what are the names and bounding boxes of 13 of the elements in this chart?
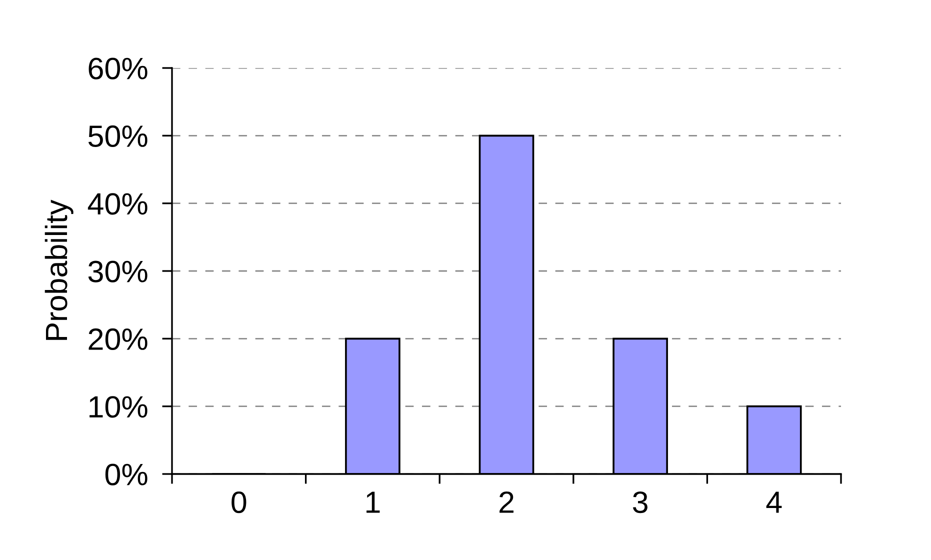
y-tick-label: 50% <box>88 125 148 148</box>
x-tick-label: 4 <box>766 492 782 513</box>
y-tick-label: 20% <box>88 328 148 350</box>
y-tick-label: 10% <box>90 396 148 418</box>
y-tick-label: 60% <box>88 58 148 80</box>
y-tick-label: 40% <box>88 193 148 215</box>
y-tick-label: 30% <box>88 260 148 282</box>
x-tick-label: 0 <box>232 491 246 514</box>
x-tick-label: 1 <box>366 492 380 513</box>
y-axis-title: Probability <box>44 200 74 340</box>
y-tick-label: 0% <box>105 464 148 486</box>
x-tick-label: 3 <box>632 491 648 514</box>
x-tick-label: 2 <box>500 491 514 513</box>
